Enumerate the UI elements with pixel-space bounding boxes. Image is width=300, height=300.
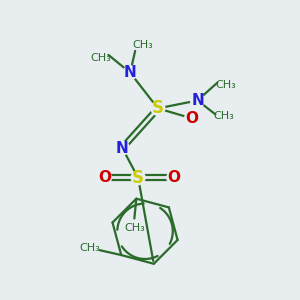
Circle shape (115, 141, 129, 155)
Text: O: O (98, 170, 111, 185)
Text: CH₃: CH₃ (133, 40, 153, 50)
Text: CH₃: CH₃ (124, 224, 145, 233)
Circle shape (123, 66, 137, 80)
Circle shape (185, 111, 199, 125)
Text: S: S (152, 99, 164, 117)
Circle shape (131, 171, 145, 185)
Circle shape (190, 94, 205, 107)
Text: O: O (185, 111, 198, 126)
Text: CH₃: CH₃ (90, 53, 111, 63)
Circle shape (98, 171, 111, 185)
Circle shape (167, 171, 181, 185)
Text: S: S (132, 169, 144, 187)
Text: N: N (116, 140, 129, 155)
Text: O: O (167, 170, 180, 185)
Circle shape (151, 101, 165, 115)
Text: CH₃: CH₃ (79, 243, 100, 253)
Text: N: N (191, 93, 204, 108)
Text: CH₃: CH₃ (215, 80, 236, 90)
Text: N: N (124, 65, 136, 80)
Text: CH₃: CH₃ (213, 111, 234, 121)
